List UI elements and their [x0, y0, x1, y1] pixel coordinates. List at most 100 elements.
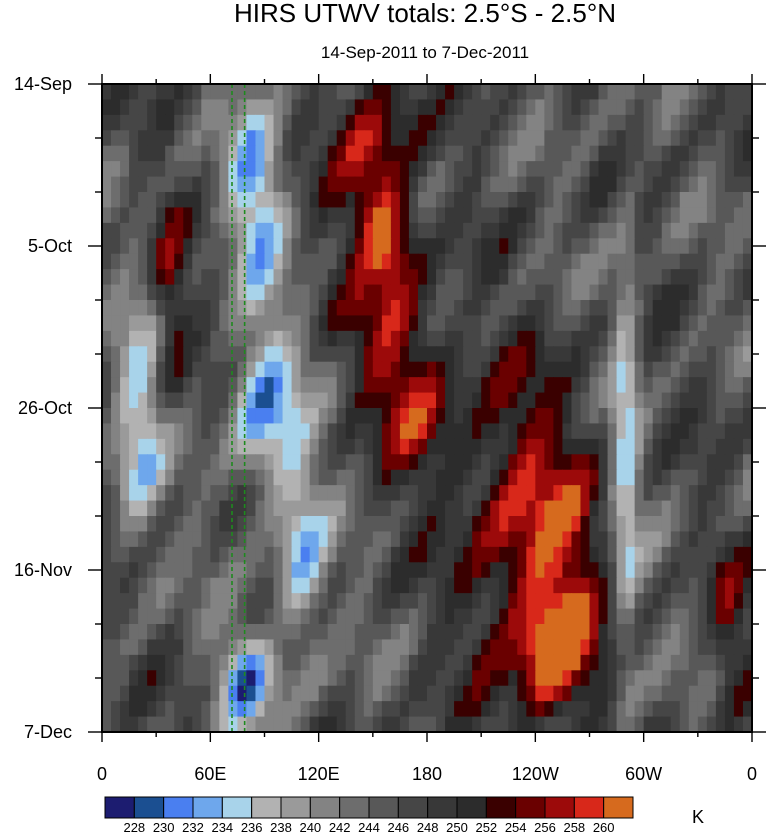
heatmap-cell: [282, 315, 293, 332]
heatmap-cell: [210, 546, 220, 563]
heatmap-cell: [399, 145, 410, 162]
heatmap-cell: [264, 392, 275, 409]
heatmap-cell: [553, 454, 564, 471]
heatmap-cell: [652, 408, 663, 425]
heatmap-cell: [363, 438, 374, 455]
heatmap-cell: [318, 114, 329, 131]
heatmap-cell: [147, 516, 157, 533]
heatmap-cell: [472, 469, 482, 486]
heatmap-cell: [129, 716, 139, 732]
heatmap-cell: [616, 192, 627, 209]
heatmap-cell: [336, 577, 347, 594]
heatmap-cell: [481, 438, 491, 455]
heatmap-cell: [390, 192, 401, 209]
heatmap-cell: [715, 654, 726, 671]
heatmap-cell: [661, 639, 672, 656]
heatmap-cell: [237, 500, 248, 517]
heatmap-cell: [318, 562, 329, 579]
heatmap-cell: [535, 269, 545, 286]
heatmap-cell: [472, 546, 482, 563]
heatmap-cell: [192, 315, 202, 332]
heatmap-cell: [291, 654, 302, 671]
heatmap-cell: [255, 670, 266, 687]
heatmap-cell: [165, 670, 175, 687]
heatmap-cell: [264, 99, 275, 116]
heatmap-cell: [445, 608, 455, 625]
heatmap-cell: [237, 454, 248, 471]
y-tick-label: 16-Nov: [14, 560, 72, 580]
heatmap-cell: [607, 485, 618, 502]
heatmap-cell: [607, 408, 618, 425]
heatmap-cell: [499, 546, 509, 563]
heatmap-cell: [589, 531, 600, 548]
heatmap-cell: [670, 500, 681, 517]
heatmap-cell: [120, 546, 130, 563]
heatmap-cell: [706, 624, 717, 641]
heatmap-cell: [490, 670, 500, 687]
heatmap-cell: [264, 130, 275, 147]
heatmap-cell: [499, 654, 509, 671]
heatmap-cell: [300, 608, 311, 625]
heatmap-cell: [580, 161, 591, 178]
heatmap-cell: [625, 284, 636, 301]
heatmap-cell: [138, 423, 148, 440]
heatmap-cell: [300, 562, 311, 579]
heatmap-cell: [742, 438, 752, 455]
heatmap-cell: [111, 716, 121, 732]
heatmap-cell: [363, 346, 374, 363]
heatmap-cell: [237, 469, 248, 486]
heatmap-cell: [463, 562, 473, 579]
heatmap-cell: [589, 577, 600, 594]
chart-title: HIRS UTWV totals: 2.5°S - 2.5°N: [234, 0, 616, 28]
heatmap-cell: [291, 408, 302, 425]
heatmap-cell: [715, 99, 726, 116]
heatmap-cell: [742, 685, 752, 702]
heatmap-cell: [508, 392, 518, 409]
heatmap-cell: [255, 500, 266, 517]
heatmap-cell: [390, 207, 401, 224]
heatmap-cell: [156, 685, 166, 702]
heatmap-cell: [625, 531, 636, 548]
heatmap-cell: [183, 176, 193, 193]
heatmap-cell: [237, 300, 248, 317]
heatmap-cell: [246, 145, 257, 162]
heatmap-cell: [643, 222, 654, 239]
heatmap-cell: [742, 284, 752, 301]
heatmap-cell: [463, 161, 473, 178]
heatmap-cell: [553, 408, 564, 425]
heatmap-cell: [481, 423, 491, 440]
heatmap-cell: [183, 330, 193, 347]
heatmap-cell: [454, 454, 464, 471]
heatmap-cell: [571, 624, 582, 641]
heatmap-cell: [472, 346, 482, 363]
heatmap-cell: [174, 438, 184, 455]
heatmap-cell: [147, 330, 157, 347]
heatmap-cell: [210, 192, 220, 209]
heatmap-cell: [481, 361, 491, 378]
heatmap-cell: [490, 161, 500, 178]
heatmap-cell: [372, 269, 383, 286]
heatmap-cell: [183, 284, 193, 301]
heatmap-cell: [634, 685, 645, 702]
heatmap-cell: [598, 685, 609, 702]
heatmap-cell: [661, 346, 672, 363]
heatmap-cell: [147, 624, 157, 641]
heatmap-cell: [111, 253, 121, 270]
heatmap-cell: [318, 469, 329, 486]
heatmap-cell: [607, 500, 618, 517]
heatmap-cell: [688, 438, 699, 455]
heatmap-cell: [733, 238, 744, 255]
heatmap-cell: [508, 361, 518, 378]
heatmap-cell: [553, 423, 564, 440]
heatmap-cell: [309, 315, 320, 332]
heatmap-cell: [381, 392, 392, 409]
heatmap-cell: [598, 469, 609, 486]
heatmap-cell: [715, 454, 726, 471]
heatmap-cell: [463, 284, 473, 301]
heatmap-cell: [192, 192, 202, 209]
heatmap-cell: [463, 624, 473, 641]
heatmap-cell: [679, 500, 690, 517]
heatmap-cell: [345, 685, 356, 702]
heatmap-cell: [589, 330, 600, 347]
heatmap-cell: [742, 531, 752, 548]
